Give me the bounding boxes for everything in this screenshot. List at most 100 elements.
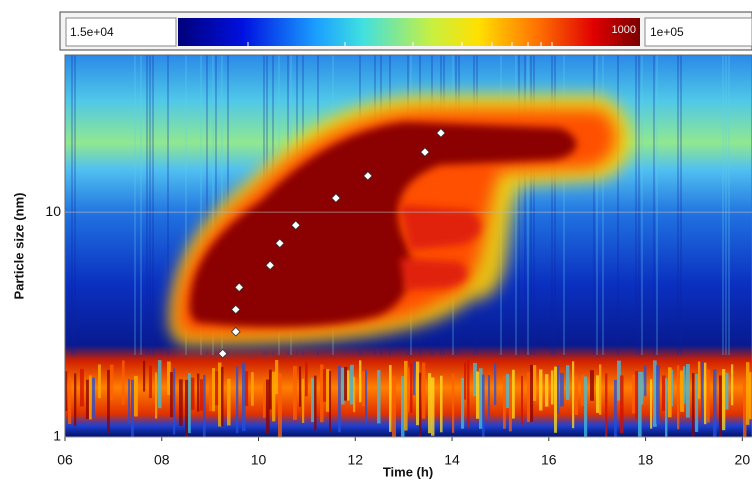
heatmap-texture-streak bbox=[464, 362, 467, 400]
heatmap-texture-streak bbox=[68, 377, 72, 425]
colorbar-gradient bbox=[178, 18, 640, 46]
heatmap-texture-streak bbox=[203, 374, 206, 437]
heatmap-texture-streak bbox=[452, 373, 455, 433]
heatmap-texture-streak bbox=[731, 364, 734, 406]
data-point bbox=[275, 238, 285, 249]
data-point bbox=[217, 348, 228, 359]
heatmap-texture-streak bbox=[392, 376, 396, 437]
heatmap-texture-streak bbox=[206, 55, 208, 355]
heatmap-texture-streak bbox=[551, 55, 553, 355]
heatmap-texture-streak bbox=[680, 370, 684, 412]
heatmap-texture-streak bbox=[299, 366, 302, 407]
heatmap-texture-streak bbox=[110, 364, 114, 401]
heatmap-texture-streak bbox=[563, 55, 565, 355]
heatmap-texture-streak bbox=[527, 55, 529, 355]
heatmap-texture-streak bbox=[509, 376, 512, 432]
heatmap-plume-core bbox=[189, 122, 577, 327]
heatmap-texture-streak bbox=[428, 373, 432, 434]
heatmap-texture-streak bbox=[149, 365, 152, 399]
heatmap-texture-streak bbox=[344, 366, 348, 401]
heatmap-texture-streak bbox=[530, 364, 534, 422]
heatmap-texture-streak bbox=[329, 370, 332, 433]
heatmap-texture-streak bbox=[680, 55, 682, 355]
heatmap-texture-streak bbox=[488, 375, 491, 419]
heatmap-texture-streak bbox=[365, 369, 368, 423]
x-tick-label: 08 bbox=[154, 452, 170, 468]
heatmap-texture-streak bbox=[341, 367, 345, 405]
heatmap-texture-streak bbox=[467, 360, 470, 428]
heatmap-texture-streak bbox=[200, 55, 202, 355]
heatmap-texture-streak bbox=[722, 369, 726, 431]
heatmap-texture-streak bbox=[92, 377, 95, 418]
heatmap-texture-streak bbox=[416, 361, 420, 426]
heatmap-texture-streak bbox=[698, 361, 701, 399]
heatmap-texture-streak bbox=[227, 378, 231, 426]
heatmap-texture-streak bbox=[200, 379, 204, 411]
heatmap-texture-streak bbox=[278, 373, 282, 437]
heatmap-texture-streak bbox=[272, 371, 276, 422]
heatmap-texture-streak bbox=[185, 55, 187, 355]
heatmap-texture-streak bbox=[479, 368, 483, 429]
heatmap-texture-streak bbox=[377, 370, 381, 424]
heatmap-texture-streak bbox=[683, 366, 686, 404]
heatmap-texture-streak bbox=[560, 372, 564, 407]
heatmap-texture-streak bbox=[131, 379, 134, 437]
heatmap-texture-streak bbox=[170, 372, 173, 418]
heatmap-texture-streak bbox=[209, 377, 213, 412]
heatmap-texture-streak bbox=[704, 362, 707, 425]
heatmap-texture-streak bbox=[311, 377, 315, 423]
heatmap-texture-streak bbox=[656, 365, 660, 424]
heatmap-texture-streak bbox=[713, 369, 717, 437]
data-point bbox=[234, 282, 244, 293]
x-tick-label: 10 bbox=[251, 452, 267, 468]
heatmap-texture-streak bbox=[575, 375, 578, 415]
heatmap-texture-streak bbox=[149, 55, 151, 355]
heatmap-texture-streak bbox=[221, 366, 224, 427]
heatmap-texture-streak bbox=[656, 55, 658, 355]
heatmap-texture-streak bbox=[530, 55, 532, 355]
heatmap-texture-streak bbox=[128, 379, 131, 424]
heatmap-texture-streak bbox=[146, 55, 148, 355]
heatmap-texture-streak bbox=[695, 374, 699, 433]
heatmap-texture-streak bbox=[431, 377, 435, 436]
heatmap-texture-streak bbox=[245, 371, 249, 407]
heatmap-texture-streak bbox=[641, 371, 644, 405]
heatmap-texture-streak bbox=[338, 366, 341, 433]
heatmap-texture-streak bbox=[602, 55, 604, 355]
heatmap-texture-streak bbox=[512, 369, 515, 419]
heatmap-texture-streak bbox=[152, 55, 154, 355]
heatmap-texture-streak bbox=[212, 368, 216, 412]
colorbar-max-box bbox=[644, 17, 752, 47]
heatmap-texture-streak bbox=[65, 371, 68, 411]
heatmap-texture-streak bbox=[140, 55, 142, 355]
heatmap-texture-streak bbox=[188, 373, 191, 434]
heatmap-texture-streak bbox=[353, 376, 356, 413]
heatmap-texture-streak bbox=[596, 375, 600, 413]
heatmap-texture-streak bbox=[527, 372, 531, 422]
x-tick-label: 20 bbox=[735, 452, 751, 468]
heatmap-texture-streak bbox=[173, 368, 176, 435]
heatmap-texture-streak bbox=[572, 361, 575, 429]
heatmap-texture-streak bbox=[266, 379, 270, 435]
x-tick-label: 14 bbox=[444, 452, 460, 468]
heatmap-texture-streak bbox=[413, 361, 416, 396]
heatmap-texture-streak bbox=[191, 377, 195, 410]
y-tick-label: 10 bbox=[45, 203, 61, 219]
x-axis-title: Time (h) bbox=[383, 464, 433, 479]
heatmap-texture-streak bbox=[293, 365, 297, 420]
heatmap-texture-streak bbox=[554, 366, 558, 433]
heatmap-texture-streak bbox=[74, 373, 77, 426]
heatmap-texture-streak bbox=[251, 372, 254, 406]
heatmap-texture-streak bbox=[350, 364, 354, 405]
heatmap-texture-streak bbox=[302, 378, 305, 423]
heatmap-texture-streak bbox=[533, 55, 535, 355]
heatmap-texture-streak bbox=[401, 376, 405, 437]
heatmap-texture-streak bbox=[545, 374, 549, 407]
heatmap-texture-streak bbox=[632, 374, 636, 414]
heatmap-texture-streak bbox=[599, 364, 602, 415]
heatmap-texture-streak bbox=[701, 362, 704, 423]
heatmap-texture-streak bbox=[218, 362, 222, 427]
heatmap-texture-streak bbox=[482, 374, 485, 437]
heatmap-texture-streak bbox=[347, 370, 350, 401]
